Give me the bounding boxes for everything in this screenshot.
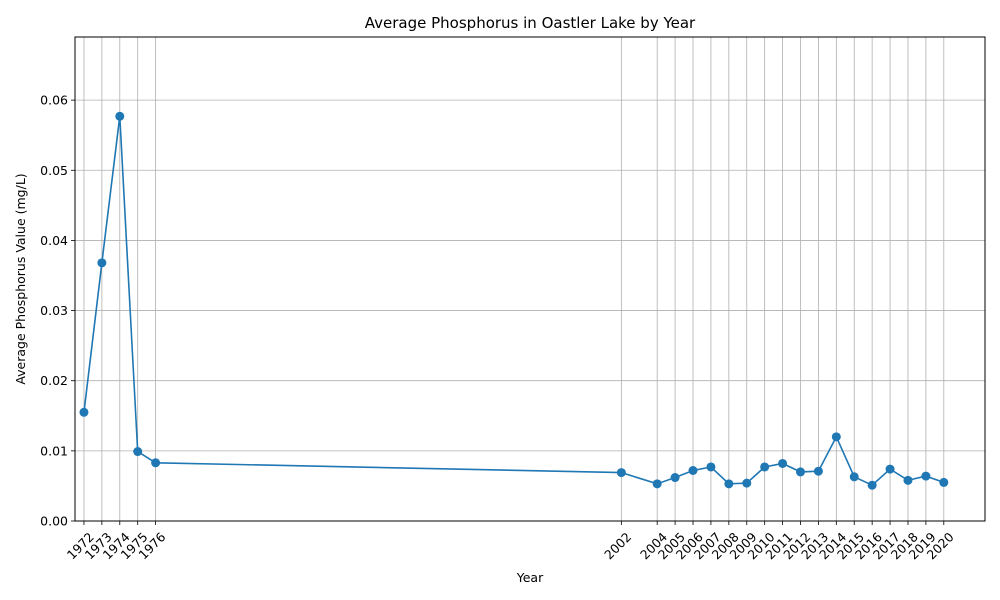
data-point bbox=[921, 471, 931, 481]
y-tick-label: 0.00 bbox=[40, 514, 68, 529]
data-point bbox=[616, 468, 626, 478]
y-tick-label: 0.01 bbox=[40, 443, 68, 458]
data-point bbox=[760, 462, 770, 472]
y-tick-label: 0.06 bbox=[40, 93, 68, 108]
y-tick-label: 0.04 bbox=[40, 233, 68, 248]
data-point bbox=[885, 464, 895, 474]
data-points bbox=[79, 111, 949, 490]
data-point bbox=[849, 472, 859, 482]
series-polyline bbox=[83, 116, 945, 487]
data-point bbox=[813, 466, 823, 476]
series-line bbox=[83, 116, 945, 487]
grid-lines bbox=[75, 37, 985, 522]
data-point bbox=[652, 479, 662, 489]
data-point bbox=[795, 467, 805, 477]
data-point bbox=[688, 465, 698, 475]
data-point bbox=[778, 458, 788, 468]
y-tick-label: 0.03 bbox=[40, 303, 68, 318]
plot-frame bbox=[74, 36, 986, 522]
chart-title: Average Phosphorus in Oastler Lake by Ye… bbox=[365, 14, 696, 32]
data-point bbox=[831, 432, 841, 442]
data-point bbox=[706, 462, 716, 472]
y-axis-ticks: 0.00 0.01 0.02 0.03 0.04 0.05 0.06 bbox=[40, 93, 75, 529]
data-point bbox=[903, 475, 913, 485]
data-point bbox=[79, 407, 89, 417]
x-tick-label: 2002 bbox=[601, 529, 634, 562]
data-point bbox=[670, 473, 680, 483]
data-point bbox=[724, 479, 734, 489]
data-point bbox=[867, 480, 877, 490]
data-point bbox=[939, 477, 949, 487]
data-point bbox=[97, 258, 107, 268]
x-axis-label: Year bbox=[516, 570, 544, 585]
data-point bbox=[133, 447, 143, 457]
data-point bbox=[151, 458, 161, 468]
y-tick-label: 0.05 bbox=[40, 163, 68, 178]
data-point bbox=[115, 111, 125, 121]
data-point bbox=[742, 478, 752, 488]
y-axis-label: Average Phosphorus Value (mg/L) bbox=[13, 173, 28, 384]
y-tick-label: 0.02 bbox=[40, 373, 68, 388]
